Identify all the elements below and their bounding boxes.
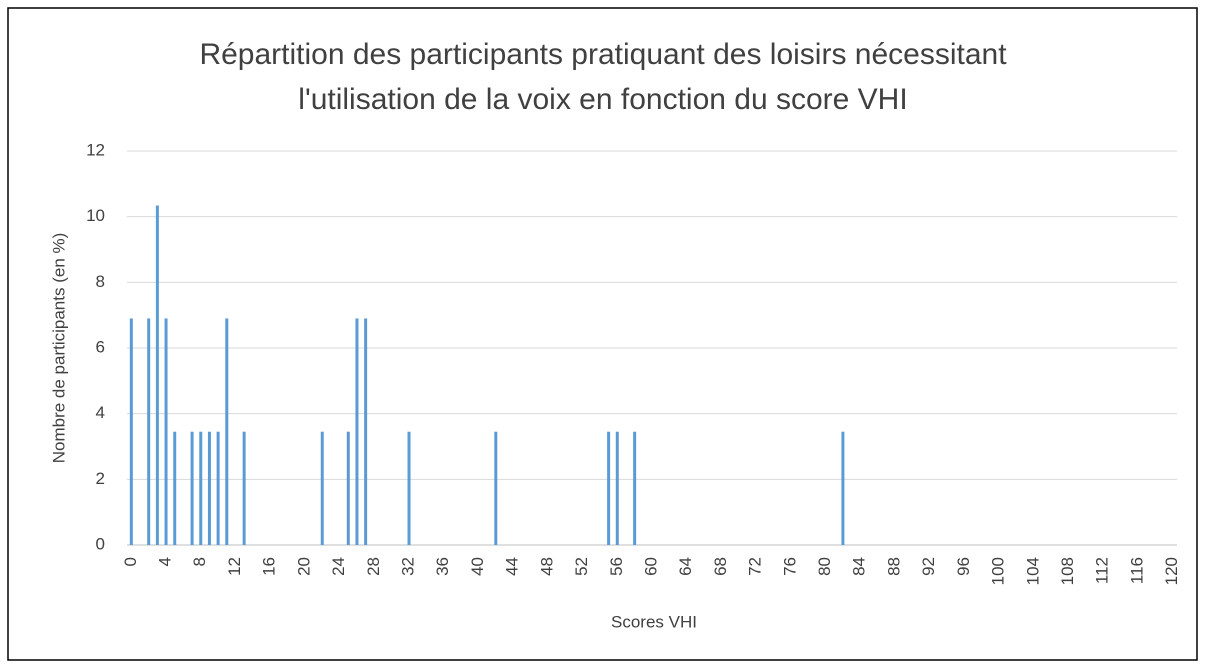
x-tick-label: 100 <box>989 557 1008 585</box>
bar <box>199 431 203 545</box>
x-tick-label: 36 <box>433 557 452 576</box>
x-tick-label: 28 <box>364 557 383 576</box>
x-tick-label: 84 <box>850 557 869 576</box>
x-tick-label: 40 <box>468 557 487 576</box>
x-tick-label: 60 <box>641 557 660 576</box>
x-tick-label: 16 <box>260 557 279 576</box>
x-tick-label: 68 <box>711 557 730 576</box>
x-tick-label: 56 <box>607 557 626 576</box>
x-tick-label: 88 <box>884 557 903 576</box>
bar <box>841 431 845 545</box>
bar <box>242 431 246 545</box>
x-tick-label: 0 <box>121 557 140 566</box>
x-tick-label: 120 <box>1162 557 1181 585</box>
bar <box>320 431 324 545</box>
x-tick-label: 8 <box>190 557 209 566</box>
bar <box>207 431 211 545</box>
bar <box>164 318 168 545</box>
x-tick-label: 32 <box>399 557 418 576</box>
bar <box>355 318 359 545</box>
bar <box>346 431 350 545</box>
x-tick-label: 72 <box>746 557 765 576</box>
x-tick-label: 44 <box>503 557 522 576</box>
x-tick-label: 108 <box>1058 557 1077 585</box>
bar <box>129 318 133 545</box>
x-tick-label: 64 <box>676 557 695 576</box>
x-tick-label: 4 <box>156 557 175 566</box>
x-tick-label: 24 <box>329 557 348 576</box>
x-axis-title: Scores VHI <box>611 612 697 631</box>
y-tick-label: 12 <box>86 140 105 159</box>
x-tick-label: 76 <box>780 557 799 576</box>
x-tick-label: 92 <box>919 557 938 576</box>
bar <box>364 318 368 545</box>
y-tick-label: 6 <box>96 337 105 356</box>
x-tick-label: 12 <box>225 557 244 576</box>
bar <box>173 431 177 545</box>
x-tick-label: 96 <box>954 557 973 576</box>
x-tick-label: 52 <box>572 557 591 576</box>
y-tick-label: 2 <box>96 469 105 488</box>
y-tick-label: 4 <box>96 403 105 422</box>
y-axis-title: Nombre de participants (en %) <box>49 233 68 464</box>
bar <box>407 431 411 545</box>
bar <box>216 431 220 545</box>
x-tick-label: 104 <box>1023 557 1042 585</box>
x-tick-label: 80 <box>815 557 834 576</box>
y-tick-label: 0 <box>96 534 105 553</box>
bar <box>633 431 637 545</box>
y-tick-label: 8 <box>96 272 105 291</box>
x-tick-label: 112 <box>1093 557 1112 584</box>
chart-title: l'utilisation de la voix en fonction du … <box>298 83 907 116</box>
bar <box>225 318 229 545</box>
bar <box>607 431 611 545</box>
y-tick-label: 10 <box>86 206 105 225</box>
x-tick-label: 20 <box>294 557 313 576</box>
x-tick-label: 116 <box>1127 557 1146 584</box>
bar <box>615 431 619 545</box>
bar <box>147 318 151 545</box>
chart-title: Répartition des participants pratiquant … <box>199 38 1007 71</box>
bar <box>494 431 498 545</box>
bar <box>155 205 159 545</box>
chart-frame <box>7 7 1198 661</box>
x-tick-label: 48 <box>537 557 556 576</box>
bar <box>190 431 194 545</box>
